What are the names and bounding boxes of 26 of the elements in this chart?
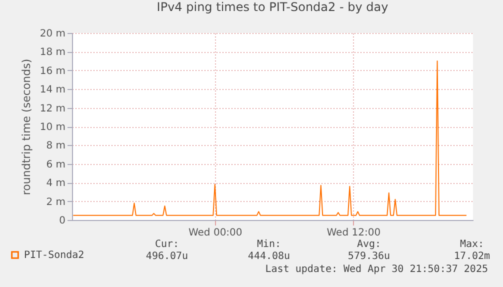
text: 496.07u bbox=[146, 251, 188, 262]
text: Avg: bbox=[356, 239, 382, 250]
x-tick-label: Wed 12:00 bbox=[326, 228, 381, 238]
text: Min: bbox=[256, 239, 282, 250]
y-tick-label: 12 m bbox=[40, 103, 66, 114]
y-tick-label: 14 m bbox=[40, 84, 66, 96]
y-tick-label: 2 m bbox=[46, 196, 66, 208]
text: Last update: Wed Apr 30 21:50:37 2025 bbox=[265, 264, 488, 275]
legend-label: PIT-Sonda2 bbox=[24, 250, 84, 261]
y-axis-title: roundtrip time (seconds) bbox=[20, 58, 33, 196]
x-tick-label: Wed 00:00 bbox=[188, 228, 242, 238]
line-series bbox=[72, 60, 467, 216]
text: 17.02m bbox=[454, 251, 490, 262]
text: 579.36u bbox=[348, 251, 390, 262]
text: Max: bbox=[460, 239, 484, 250]
chart-title: IPv4 ping times to PIT-Sonda2 - by day bbox=[156, 0, 388, 14]
y-tick-label: 4 m bbox=[46, 178, 66, 190]
y-tick-label: 10 m bbox=[40, 122, 66, 133]
y-tick-label: 8 m bbox=[46, 140, 66, 152]
text: 444.08u bbox=[248, 251, 290, 262]
text: Cur: bbox=[154, 239, 180, 250]
y-tick-label: 20 m bbox=[40, 28, 66, 40]
y-tick-label: 18 m bbox=[40, 47, 66, 58]
y-tick-label: 0 bbox=[59, 216, 66, 226]
y-tick-label: 6 m bbox=[46, 159, 66, 170]
y-tick-label: 16 m bbox=[40, 66, 66, 77]
